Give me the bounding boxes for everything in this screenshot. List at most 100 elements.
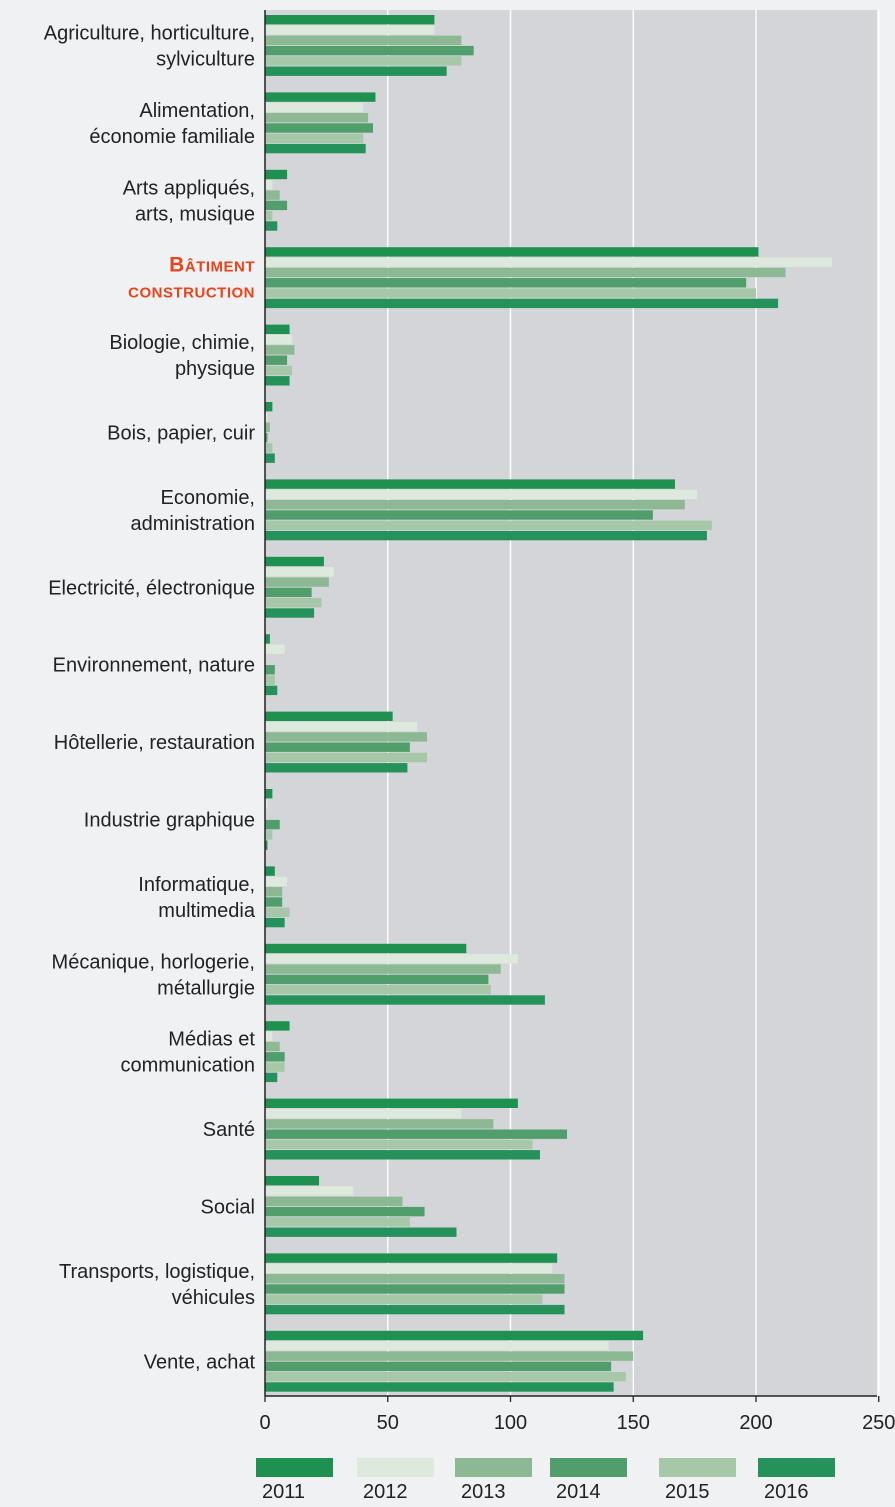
bar-2011 bbox=[265, 634, 270, 644]
bar-2015 bbox=[265, 830, 273, 840]
bar-2011 bbox=[265, 789, 273, 799]
bar-2013 bbox=[265, 1041, 280, 1052]
bar-2015 bbox=[265, 520, 712, 530]
bar-2014 bbox=[265, 1129, 567, 1139]
bar-2015 bbox=[265, 752, 428, 763]
bar-group bbox=[265, 866, 290, 928]
bar-2014 bbox=[265, 897, 283, 907]
bar-2012 bbox=[265, 721, 418, 732]
x-tick-label: 100 bbox=[494, 1412, 527, 1434]
bar-2011 bbox=[265, 556, 324, 567]
bar-2016 bbox=[265, 917, 285, 928]
bar-2012 bbox=[265, 102, 364, 113]
bar-2015 bbox=[265, 907, 290, 917]
bar-2016 bbox=[265, 763, 408, 773]
category-label: sylviculture bbox=[156, 49, 255, 71]
bar-group bbox=[265, 634, 285, 696]
bar-2011 bbox=[265, 15, 435, 25]
category-label: Bois, papier, cuir bbox=[107, 422, 255, 444]
bar-2016 bbox=[265, 66, 447, 76]
bar-2013 bbox=[265, 190, 280, 200]
category-label: Agriculture, horticulture, bbox=[44, 23, 255, 45]
bar-2011 bbox=[265, 1330, 644, 1341]
category-label: Electricité, électronique bbox=[48, 577, 255, 599]
bar-2011 bbox=[265, 866, 275, 876]
bar-2016 bbox=[265, 453, 275, 463]
plot-background bbox=[265, 10, 877, 1396]
category-label: Transports, logistique, bbox=[59, 1261, 255, 1283]
bar-2014 bbox=[265, 1361, 612, 1372]
bar-group bbox=[265, 15, 474, 76]
bar-2014 bbox=[265, 432, 268, 443]
legend-label: 2015 bbox=[665, 1481, 710, 1502]
category-label: Economie, bbox=[161, 487, 256, 509]
legend-label: 2012 bbox=[363, 1481, 408, 1502]
bar-2015 bbox=[265, 133, 364, 143]
category-label: Environnement, nature bbox=[53, 655, 255, 677]
category-label: communication bbox=[120, 1055, 255, 1077]
legend-label: 2014 bbox=[556, 1481, 601, 1502]
bar-2016 bbox=[265, 376, 290, 386]
bar-2012 bbox=[265, 1108, 462, 1119]
bar-2013 bbox=[265, 964, 501, 974]
bar-group bbox=[265, 169, 288, 231]
bar-2013 bbox=[265, 1196, 403, 1206]
category-label: multimedia bbox=[158, 900, 256, 922]
bar-2012 bbox=[265, 25, 435, 35]
bar-2012 bbox=[265, 1263, 553, 1274]
bar-2011 bbox=[265, 1098, 518, 1108]
bar-2013 bbox=[265, 345, 295, 355]
bar-group bbox=[265, 1330, 644, 1392]
bar-2012 bbox=[265, 567, 334, 577]
bar-2011 bbox=[265, 1253, 558, 1263]
bar-2016 bbox=[265, 1227, 457, 1237]
bar-group bbox=[265, 324, 295, 386]
bar-2016 bbox=[265, 530, 707, 541]
bar-group bbox=[265, 1253, 565, 1315]
bar-2014 bbox=[265, 355, 288, 365]
bar-2012 bbox=[265, 257, 833, 267]
legend-item: 2016 bbox=[758, 1458, 835, 1503]
bar-2016 bbox=[265, 1150, 540, 1160]
bar-2016 bbox=[265, 1304, 565, 1315]
bar-2016 bbox=[265, 221, 278, 231]
bar-2013 bbox=[265, 422, 270, 432]
legend-label: 2011 bbox=[262, 1481, 305, 1502]
bar-2015 bbox=[265, 211, 273, 221]
category-label: physique bbox=[175, 358, 255, 380]
bar-2011 bbox=[265, 92, 376, 102]
bar-2015 bbox=[265, 365, 293, 376]
bar-2015 bbox=[265, 985, 491, 995]
bar-2014 bbox=[265, 742, 410, 752]
legend-label: 2016 bbox=[764, 1481, 809, 1502]
bar-2013 bbox=[265, 732, 428, 742]
bar-2015 bbox=[265, 1217, 410, 1227]
category-label: construction bbox=[128, 280, 255, 303]
bar-2012 bbox=[265, 799, 268, 809]
bar-2012 bbox=[265, 1031, 273, 1041]
bar-2013 bbox=[265, 113, 369, 123]
category-label: véhicules bbox=[172, 1287, 255, 1309]
bar-group bbox=[265, 247, 833, 309]
bar-2014 bbox=[265, 200, 288, 211]
bar-2016 bbox=[265, 1382, 614, 1392]
bar-2013 bbox=[265, 887, 283, 897]
axes: 0 50 100 150 200 250 bbox=[259, 10, 895, 1434]
bar-2011 bbox=[265, 1021, 290, 1031]
bar-group bbox=[265, 556, 334, 618]
bar-group bbox=[265, 789, 280, 850]
bar-2016 bbox=[265, 840, 268, 850]
category-label: Santé bbox=[203, 1119, 255, 1141]
bar-group bbox=[265, 479, 712, 541]
legend-item: 2015 bbox=[659, 1458, 736, 1503]
bar-2015 bbox=[265, 1062, 285, 1072]
gridlines bbox=[387, 10, 880, 1396]
bar-2016 bbox=[265, 685, 278, 696]
bar-2015 bbox=[265, 675, 275, 685]
category-label: économie familiale bbox=[89, 126, 255, 148]
bar-2014 bbox=[265, 1284, 565, 1294]
bar-2013 bbox=[265, 577, 329, 587]
bar-2011 bbox=[265, 324, 290, 334]
bar-2014 bbox=[265, 665, 275, 675]
bar-group bbox=[265, 711, 428, 773]
